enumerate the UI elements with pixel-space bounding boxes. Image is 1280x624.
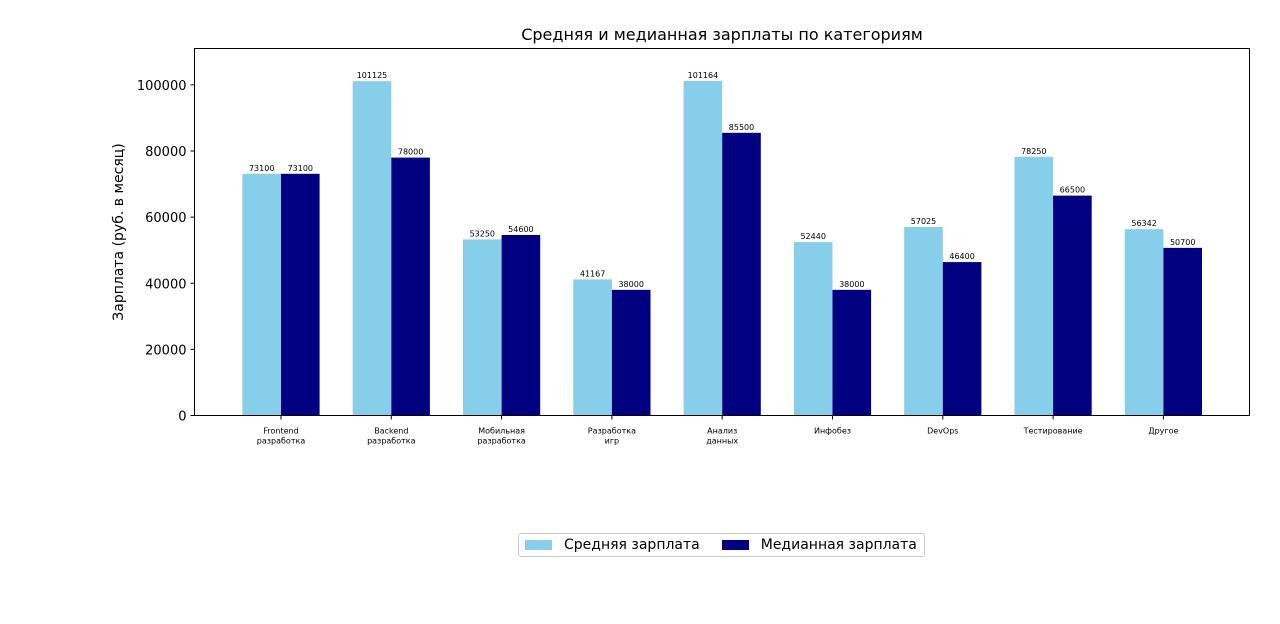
data-label-series-1-8: 78250 <box>1021 147 1046 156</box>
x-tick-label-line: Frontend <box>263 427 298 436</box>
bar-series-1-6 <box>793 242 833 416</box>
data-label-series-2-3: 54600 <box>508 225 533 234</box>
bar-series-2-5 <box>722 132 761 416</box>
data-label-series-2-5: 85500 <box>729 123 754 132</box>
x-tick-label-2: Backend разработка <box>367 427 416 446</box>
x-tick-label-line: игр <box>605 437 619 446</box>
bars-layer <box>242 81 1202 416</box>
chart-title: Средняя и медианная зарплаты по категори… <box>521 25 923 44</box>
x-tick-label-7: DevOps <box>927 427 958 436</box>
y-tick-label-100000: 100000 <box>137 79 187 94</box>
bar-series-2-6 <box>832 289 872 416</box>
data-label-series-1-3: 53250 <box>470 229 495 238</box>
y-tick-label-40000: 40000 <box>145 277 186 292</box>
bar-series-1-3 <box>463 239 502 416</box>
y-axis-label: Зарплата (руб. в месяц) <box>111 143 127 320</box>
data-label-series-2-7: 46400 <box>949 252 974 261</box>
x-tick-label-line: разработка <box>477 437 526 446</box>
legend-label-mean: Средняя зарплата <box>564 537 700 553</box>
bar-series-1-1 <box>242 173 281 416</box>
bar-series-1-8 <box>1014 156 1054 416</box>
x-tick-label-5: Анализ данных <box>706 427 738 446</box>
data-label-series-1-9: 56342 <box>1131 219 1156 228</box>
bar-series-1-9 <box>1124 229 1164 416</box>
data-label-series-2-9: 50700 <box>1170 238 1195 247</box>
legend-swatch-median <box>721 540 749 550</box>
x-tick-label-3: Мобильная разработка <box>477 427 526 446</box>
data-label-series-2-4: 38000 <box>618 280 643 289</box>
bar-series-2-3 <box>501 234 541 416</box>
bar-series-2-8 <box>1053 195 1092 416</box>
data-label-series-1-4: 41167 <box>580 269 605 278</box>
data-label-series-2-6: 38000 <box>839 280 864 289</box>
data-labels-layer: 73100 101125 53250 41167 101164 52440 57025 782… <box>249 71 1195 289</box>
x-tick-label-line: разработка <box>257 437 306 446</box>
legend-label-median: Медианная зарплата <box>760 537 917 553</box>
x-tick-label-line: данных <box>706 437 738 446</box>
data-label-series-1-7: 57025 <box>911 217 936 226</box>
x-tick-label-1: Frontend разработка <box>257 427 306 446</box>
y-tick-label-20000: 20000 <box>145 343 186 358</box>
legend: Средняя зарплата Медианная зарплата <box>518 533 925 557</box>
data-label-series-1-5: 101164 <box>688 71 719 80</box>
x-tick-label-8: Тестирование <box>1023 427 1083 436</box>
x-tick-label-line: Тестирование <box>1023 427 1083 436</box>
bar-series-1-2 <box>352 81 392 416</box>
bar-series-2-2 <box>391 157 430 416</box>
bar-series-1-5 <box>683 81 723 416</box>
bar-series-1-4 <box>573 279 612 416</box>
legend-swatch-mean <box>525 540 552 550</box>
data-label-series-2-8: 66500 <box>1060 186 1085 195</box>
legend-entry-median: Медианная зарплата <box>721 537 917 553</box>
x-tick-label-9: Другое <box>1148 427 1178 436</box>
data-label-series-2-1: 73100 <box>288 164 313 173</box>
y-tick-label-0: 0 <box>178 410 186 425</box>
data-label-series-2-2: 78000 <box>398 148 423 157</box>
bar-series-2-1 <box>281 173 320 416</box>
x-tick-label-line: DevOps <box>927 427 958 436</box>
x-tick-label-line: разработка <box>367 437 416 446</box>
y-tick-label-60000: 60000 <box>145 211 186 226</box>
x-tick-label-line: Другое <box>1148 427 1178 436</box>
x-tick-label-6: Инфобез <box>814 427 851 436</box>
x-tick-label-4: Разработка игр <box>588 427 636 446</box>
bar-series-1-7 <box>904 226 943 416</box>
bar-series-2-9 <box>1163 247 1202 416</box>
bar-series-2-7 <box>942 262 982 416</box>
legend-entry-mean: Средняя зарплата <box>525 537 700 553</box>
y-tick-label-80000: 80000 <box>145 145 186 160</box>
x-tick-label-line: Анализ <box>707 427 737 436</box>
y-axis: 0 20000 40000 60000 80000 100000 <box>137 79 195 425</box>
data-label-series-1-1: 73100 <box>249 164 274 173</box>
x-tick-label-line: Разработка <box>588 427 636 436</box>
data-label-series-1-2: 101125 <box>357 71 388 80</box>
x-tick-label-line: Backend <box>374 427 408 436</box>
data-label-series-1-6: 52440 <box>800 232 825 241</box>
bar-series-2-4 <box>611 289 651 416</box>
x-tick-label-line: Инфобез <box>814 427 851 436</box>
x-tick-label-line: Мобильная <box>478 427 525 436</box>
